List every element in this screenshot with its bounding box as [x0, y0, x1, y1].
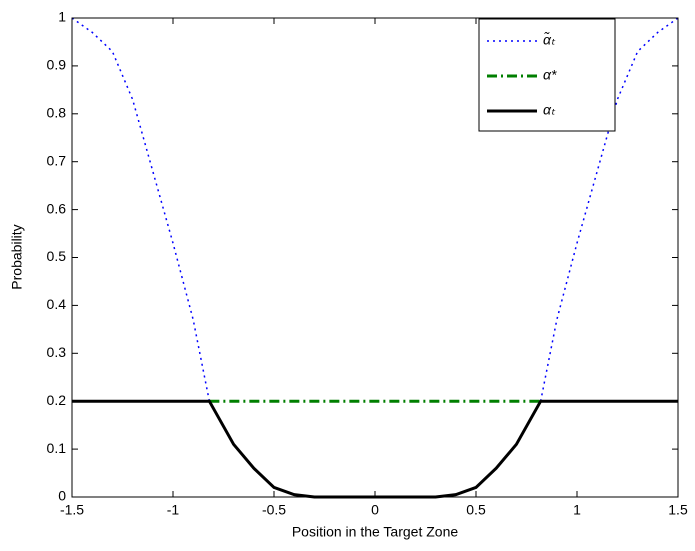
y-axis-label: Probability [9, 224, 25, 289]
legend-label: α̃ₜ [543, 32, 556, 48]
y-tick-label: 0.6 [47, 200, 67, 216]
y-tick-label: 0.8 [47, 105, 67, 121]
x-tick-label: 1 [573, 502, 581, 518]
x-tick-label: -0.5 [262, 502, 286, 518]
x-axis-label: Position in the Target Zone [292, 524, 459, 540]
x-tick-label: 0.5 [466, 502, 486, 518]
plot-frame [71, 17, 679, 498]
y-tick-label: 0.4 [47, 296, 67, 312]
y-tick-label: 0.9 [47, 57, 67, 73]
y-tick-label: 0.7 [47, 152, 67, 168]
x-tick-label: 1.5 [668, 502, 688, 518]
legend-label: α* [543, 67, 557, 83]
y-tick-label: 1 [58, 9, 66, 25]
y-tick-label: 0 [58, 488, 66, 504]
y-tick-label: 0.5 [47, 248, 67, 264]
line-series [71, 17, 679, 402]
x-tick-label: 0 [371, 502, 379, 518]
x-tick-label: -1.5 [60, 502, 84, 518]
y-tick-label: 0.3 [47, 344, 67, 360]
x-tick-label: -1 [167, 502, 180, 518]
legend-label: αₜ [543, 102, 556, 118]
y-tick-label: 0.1 [47, 440, 67, 456]
y-tick-label: 0.2 [47, 392, 67, 408]
